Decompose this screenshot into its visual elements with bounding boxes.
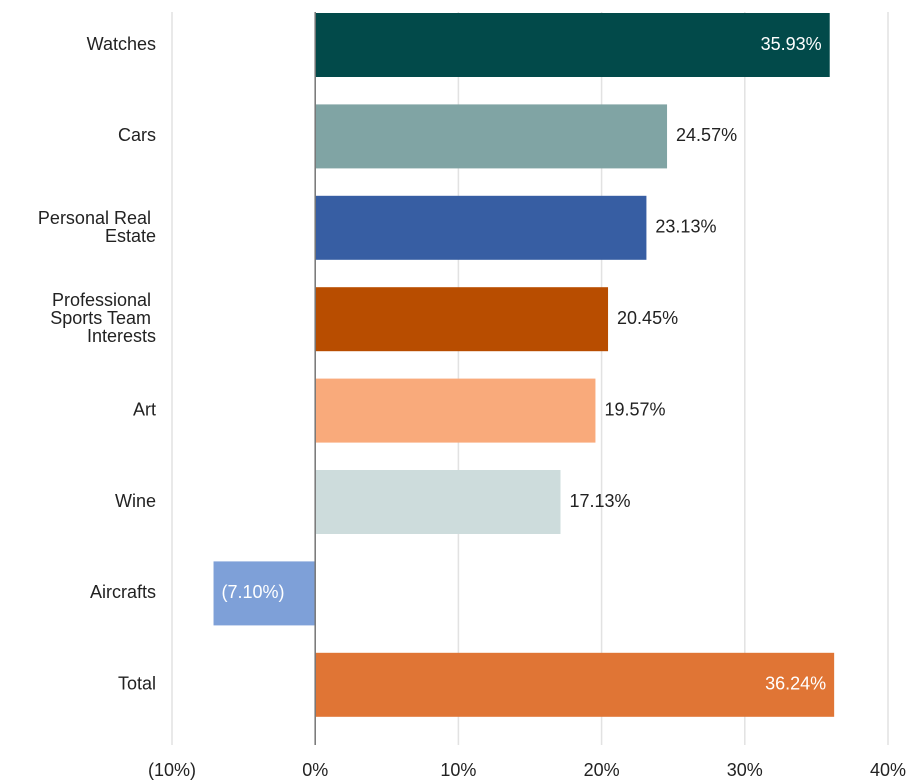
bar: [315, 13, 830, 77]
bar: [315, 195, 647, 260]
y-tick-label: Wine: [115, 491, 156, 511]
y-tick-label: Art: [133, 399, 156, 419]
value-label: 24.57%: [676, 125, 737, 145]
bar: [315, 104, 668, 169]
y-tick-label: Watches: [87, 34, 156, 54]
value-label: 36.24%: [765, 674, 826, 694]
y-tick-label: Cars: [118, 125, 156, 145]
y-tick-label: Professional Sports Team Interests: [50, 290, 156, 346]
y-tick-label: Personal Real Estate: [38, 208, 156, 246]
y-tick-label: Total: [118, 674, 156, 694]
value-label: 35.93%: [761, 34, 822, 54]
bar: [315, 287, 609, 352]
x-tick-label: 30%: [727, 760, 763, 780]
value-label: 20.45%: [617, 308, 678, 328]
x-tick-label: 0%: [302, 760, 328, 780]
x-tick-label: (10%): [148, 760, 196, 780]
x-tick-label: 10%: [440, 760, 476, 780]
bar: [213, 561, 316, 626]
value-label: 19.57%: [604, 399, 665, 419]
value-label: 23.13%: [655, 217, 716, 237]
bar: [315, 652, 835, 717]
x-tick-label: 40%: [870, 760, 906, 780]
x-tick-label: 20%: [584, 760, 620, 780]
value-label: 17.13%: [570, 491, 631, 511]
y-tick-label: Aircrafts: [90, 582, 156, 602]
bar: [315, 378, 596, 443]
value-label: (7.10%): [222, 582, 285, 602]
bar: [315, 470, 561, 534]
